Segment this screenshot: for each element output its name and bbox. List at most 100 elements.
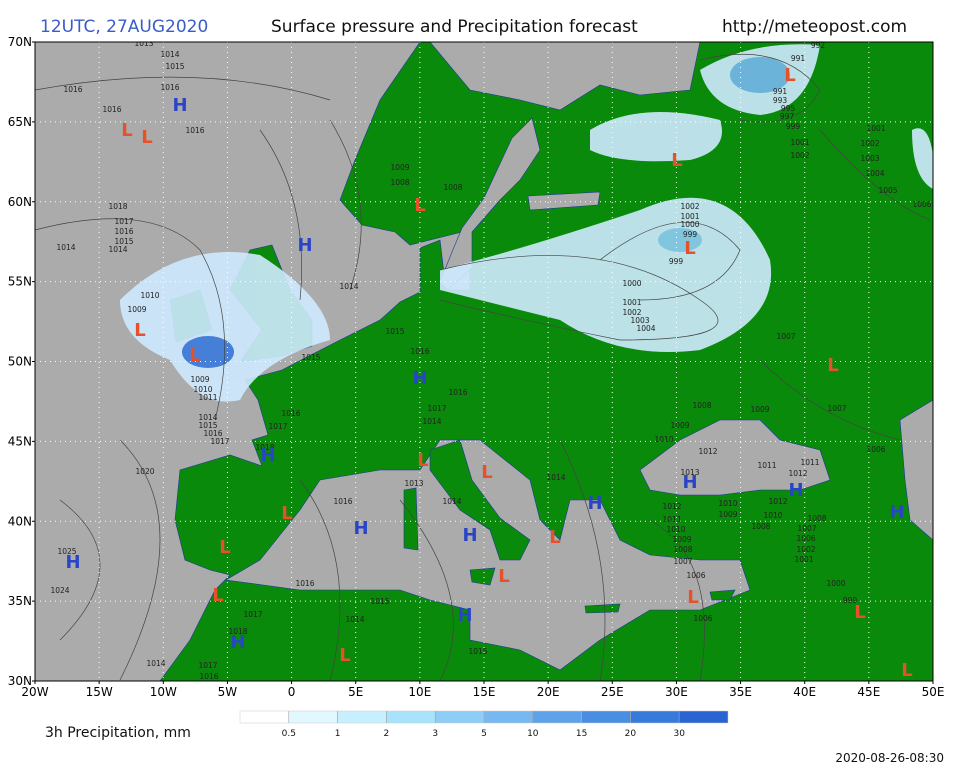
pressure-center: L [219, 537, 230, 558]
isobar-label: 999 [786, 122, 801, 131]
isobar-label: 1016 [63, 85, 82, 94]
lon-label: 10W [150, 685, 177, 699]
isobar-label: 1005 [878, 186, 897, 195]
pressure-center: L [827, 355, 838, 376]
isobar-label: 1016 [410, 347, 429, 356]
pressure-center: H [353, 518, 368, 539]
isobar-label: 1010 [763, 511, 782, 520]
isobar-label: 1014 [56, 243, 75, 252]
isobar-label: 1002 [860, 139, 879, 148]
isobar-label: 991 [791, 54, 806, 63]
pressure-center: H [457, 605, 472, 626]
isobar-label: 1016 [203, 429, 222, 438]
isobar-label: 1014 [146, 659, 165, 668]
precipitation [120, 44, 933, 402]
isobar-label: 1009 [390, 163, 409, 172]
isobar-label: 1011 [198, 393, 217, 402]
isobar-label: 1014 [422, 417, 441, 426]
color-box [630, 710, 680, 724]
isobar-label: 995 [781, 104, 796, 113]
lon-label: 20W [21, 685, 48, 699]
isobar-label: 1007 [673, 557, 692, 566]
isobar-label: 1015 [301, 353, 320, 362]
legend-label: 3h Precipitation, mm [45, 725, 191, 741]
pressure-center: H [260, 445, 275, 466]
isobar-label: 1003 [630, 316, 649, 325]
isobar-label: 1017 [268, 422, 287, 431]
isobar-label: 1011 [757, 461, 776, 470]
color-box [337, 710, 387, 724]
legend: 0.5 1 2 3 5 10 15 20 30 [239, 710, 729, 739]
isobar-label: 1016 [333, 497, 352, 506]
lon-label: 15E [473, 685, 496, 699]
isobar-label: 1008 [443, 183, 462, 192]
lat-label: 45N [8, 434, 32, 448]
isobar-label: 1010 [140, 291, 159, 300]
lat-label: 40N [8, 514, 32, 528]
pressure-center: L [549, 527, 560, 548]
isobar-label: 1014 [339, 282, 358, 291]
isobar-label: 997 [780, 112, 795, 121]
isobar-label: 1008 [673, 545, 692, 554]
legend-level: 2 [384, 729, 390, 739]
isobar-label: 1001 [622, 298, 641, 307]
pressure-center: L [121, 120, 132, 141]
isobar-label: 1006 [693, 614, 712, 623]
pressure-center: H [682, 472, 697, 493]
isobar-label: 1015 [165, 62, 184, 71]
isobar-label: 1014 [108, 245, 127, 254]
isobar-label: 1016 [160, 83, 179, 92]
isobar-label: 1007 [776, 332, 795, 341]
isobars [35, 54, 931, 681]
isobar-label: 1025 [57, 547, 76, 556]
map-title: Surface pressure and Precipitation forec… [271, 17, 638, 37]
pressure-center: L [417, 450, 428, 471]
color-box [678, 710, 729, 724]
isobar-label: 1010 [666, 525, 685, 534]
pressure-center: H [297, 235, 312, 256]
isobar-label: 1000 [622, 279, 641, 288]
legend-level: 3 [432, 729, 438, 739]
lon-label: 35E [729, 685, 752, 699]
isobar-label: 1001 [866, 124, 885, 133]
isobar-label: 1016 [114, 227, 133, 236]
lon-label: 50E [922, 685, 945, 699]
isobar-label: 1006 [866, 445, 885, 454]
pressure-center: L [498, 566, 509, 587]
color-box [483, 710, 534, 724]
isobar-label: 1012 [788, 469, 807, 478]
pressure-center: H [412, 368, 427, 389]
isobar-label: 1011 [662, 515, 681, 524]
isobar-label: 1008 [390, 178, 409, 187]
legend-level: 5 [481, 729, 487, 739]
isobar-label: 1015 [468, 647, 487, 656]
lat-label: 30N [8, 674, 32, 688]
lat-label: 65N [8, 115, 32, 129]
timestamp: 2020-08-26-08:30 [835, 751, 944, 765]
isobar-label: 1018 [228, 627, 247, 636]
isobar-label: 1020 [135, 467, 154, 476]
isobar-label: 1015 [385, 327, 404, 336]
pressure-center: L [784, 65, 795, 86]
isobar-label: 1016 [102, 105, 121, 114]
lon-label: 15W [86, 685, 113, 699]
isobar-label: 1009 [750, 405, 769, 414]
lon-label: 30E [665, 685, 688, 699]
pressure-center: L [687, 587, 698, 608]
pressure-center: L [854, 602, 865, 623]
isobar-label: 1009 [190, 375, 209, 384]
isobar-label: 1008 [807, 514, 826, 523]
isobar-label: 1017 [427, 404, 446, 413]
isobar-label: 1017 [243, 610, 262, 619]
legend-level: 0.5 [282, 729, 296, 739]
isobar-label: 1017 [198, 661, 217, 670]
isobar-label: 1012 [662, 502, 681, 511]
isobar-label: 1002 [622, 308, 641, 317]
pressure-center: L [414, 195, 425, 216]
pressure-center: H [587, 493, 602, 514]
isobar-label: 1006 [686, 571, 705, 580]
islands [403, 439, 736, 614]
isobar-label: 1024 [50, 586, 69, 595]
